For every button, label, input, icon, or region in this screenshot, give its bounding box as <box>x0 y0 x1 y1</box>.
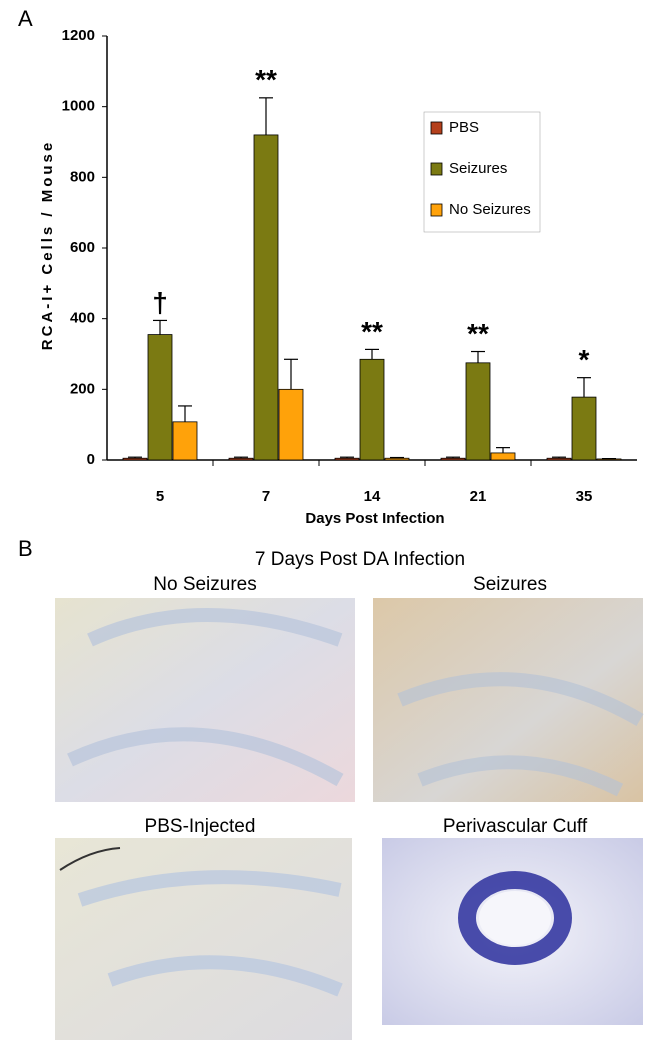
error-bar <box>340 456 354 459</box>
x-tick-label: 7 <box>262 488 270 505</box>
error-bar <box>471 350 485 363</box>
significance-mark: ** <box>361 316 383 347</box>
tissue-band <box>67 608 344 787</box>
bar <box>384 457 410 461</box>
significance-mark: * <box>579 344 590 375</box>
y-axis-label: RCA-I+ Cells / Mouse <box>39 140 56 350</box>
tissue-edge <box>59 847 121 871</box>
y-tick-label: 0 <box>87 451 95 468</box>
tissue-band <box>397 672 644 797</box>
panel-title: 7 Days Post DA Infection <box>255 549 465 570</box>
legend-box <box>423 111 541 233</box>
panel-label: A <box>18 6 33 31</box>
bar <box>465 362 491 461</box>
error-bar <box>552 456 566 459</box>
error-bar <box>284 358 298 390</box>
image-label: No Seizures <box>153 574 257 595</box>
image-label: Seizures <box>473 574 547 595</box>
cuff <box>458 871 572 965</box>
x-tick-label: 21 <box>470 488 487 505</box>
legend-swatch <box>430 121 443 135</box>
error-bar <box>496 447 510 453</box>
image-label: PBS-Injected <box>145 816 256 837</box>
error-bar <box>577 377 591 398</box>
legend-swatch <box>430 162 443 176</box>
x-tick-label: 5 <box>156 488 164 505</box>
legend-label: PBS <box>449 119 479 136</box>
bar <box>147 334 173 461</box>
panel-label: B <box>18 536 33 561</box>
error-bar <box>446 456 460 459</box>
y-tick-label: 1200 <box>62 27 95 44</box>
significance-mark: † <box>152 287 168 318</box>
image-label: Perivascular Cuff <box>443 816 588 837</box>
legend-swatch <box>430 203 443 217</box>
bar <box>172 421 198 461</box>
error-bar <box>259 97 273 135</box>
x-tick-label: 35 <box>576 488 593 505</box>
bar <box>253 134 279 461</box>
y-tick-label: 1000 <box>62 98 95 115</box>
y-tick-label: 600 <box>70 239 95 256</box>
bar <box>571 396 597 461</box>
bar <box>122 457 148 461</box>
x-tick-label: 14 <box>364 488 381 505</box>
bar <box>359 358 385 461</box>
bar <box>546 457 572 461</box>
bar <box>278 388 304 461</box>
bar <box>490 452 516 461</box>
bar <box>334 457 360 461</box>
error-bar <box>365 348 379 360</box>
legend-label: No Seizures <box>449 201 531 218</box>
error-bar <box>234 456 248 459</box>
significance-mark: ** <box>467 318 489 349</box>
legend-label: Seizures <box>449 160 507 177</box>
micrograph <box>55 838 352 1040</box>
x-axis-label: Days Post Infection <box>305 510 444 527</box>
vessel-lumen <box>479 891 551 945</box>
significance-mark: ** <box>255 64 277 95</box>
y-tick-label: 200 <box>70 380 95 397</box>
tissue-band <box>77 870 343 997</box>
micrographs <box>55 598 644 1040</box>
bar <box>228 457 254 461</box>
bar <box>440 457 466 461</box>
error-bar <box>390 456 404 459</box>
y-tick-label: 400 <box>70 310 95 327</box>
y-tick-label: 800 <box>70 168 95 185</box>
error-bar <box>178 405 192 422</box>
error-bar <box>128 456 142 459</box>
error-bar <box>153 319 167 335</box>
